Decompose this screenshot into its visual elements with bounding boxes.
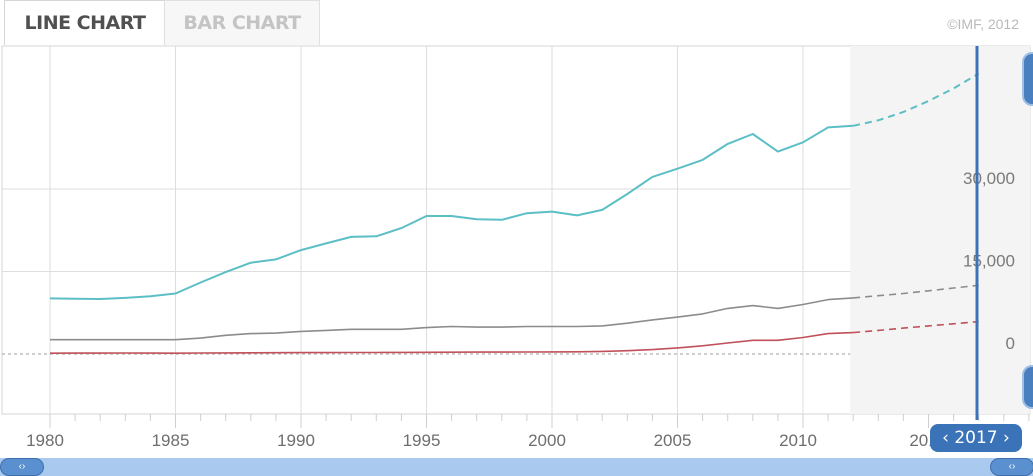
- slider-handle-icon[interactable]: [1022, 365, 1033, 409]
- copyright-text: ©IMF, 2012: [947, 16, 1019, 32]
- forecast-shade: [850, 46, 1030, 414]
- y-tick-label: 0: [1006, 334, 1015, 353]
- horizontal-scrollbar[interactable]: ‹› ‹›: [0, 458, 1033, 476]
- y-tick-label: 30,000: [963, 169, 1015, 188]
- series-forecast-line-2: [853, 320, 979, 334]
- series-line-2: [49, 331, 854, 355]
- scroll-handle-icon[interactable]: ‹›: [0, 458, 44, 476]
- chart-series: [49, 72, 980, 355]
- x-tick-label: 2010: [779, 431, 817, 450]
- x-tick-label: 1990: [277, 431, 315, 450]
- tab-line-chart[interactable]: LINE CHART: [4, 0, 166, 45]
- x-tick-label: 1980: [26, 431, 64, 450]
- forecast-band: [850, 46, 1030, 414]
- x-tick-label: 2000: [528, 431, 566, 450]
- series-forecast-line-0: [852, 72, 980, 127]
- series-line-1: [50, 297, 854, 341]
- series-line-0: [49, 124, 854, 300]
- scroll-handle-icon[interactable]: ‹›: [990, 458, 1033, 476]
- series-forecast-line-1: [853, 284, 979, 299]
- year-selector-button[interactable]: ‹ 2017 ›: [930, 424, 1022, 452]
- x-tick-label: 1985: [152, 431, 190, 450]
- tab-bar-chart[interactable]: BAR CHART: [164, 0, 320, 45]
- chart-tabs: LINE CHART BAR CHART: [0, 0, 1033, 46]
- x-axis-labels: 1980 1985 1990 1995 2000 2005 2010 201: [26, 431, 938, 450]
- y-tick-label: 15,000: [963, 252, 1015, 271]
- x-tick-label: 1995: [403, 431, 441, 450]
- slider-handle-icon[interactable]: [1022, 52, 1033, 106]
- x-tick-label: 2005: [654, 431, 692, 450]
